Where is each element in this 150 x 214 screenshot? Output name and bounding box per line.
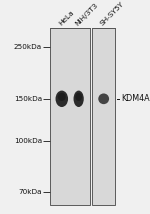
Bar [92, 28, 115, 205]
Text: 150kDa: 150kDa [14, 96, 42, 102]
Text: HeLa: HeLa [58, 10, 75, 27]
Text: 100kDa: 100kDa [14, 138, 42, 144]
Text: 70kDa: 70kDa [18, 189, 42, 195]
Text: 250kDa: 250kDa [14, 43, 42, 49]
Ellipse shape [75, 93, 82, 101]
Ellipse shape [74, 91, 84, 107]
Text: KDM4A: KDM4A [121, 94, 150, 103]
Bar [50, 28, 90, 205]
Ellipse shape [98, 94, 109, 104]
Text: SH-SY5Y: SH-SY5Y [99, 1, 126, 27]
Ellipse shape [56, 91, 68, 107]
Ellipse shape [58, 93, 66, 101]
Text: NIH/3T3: NIH/3T3 [74, 2, 99, 27]
